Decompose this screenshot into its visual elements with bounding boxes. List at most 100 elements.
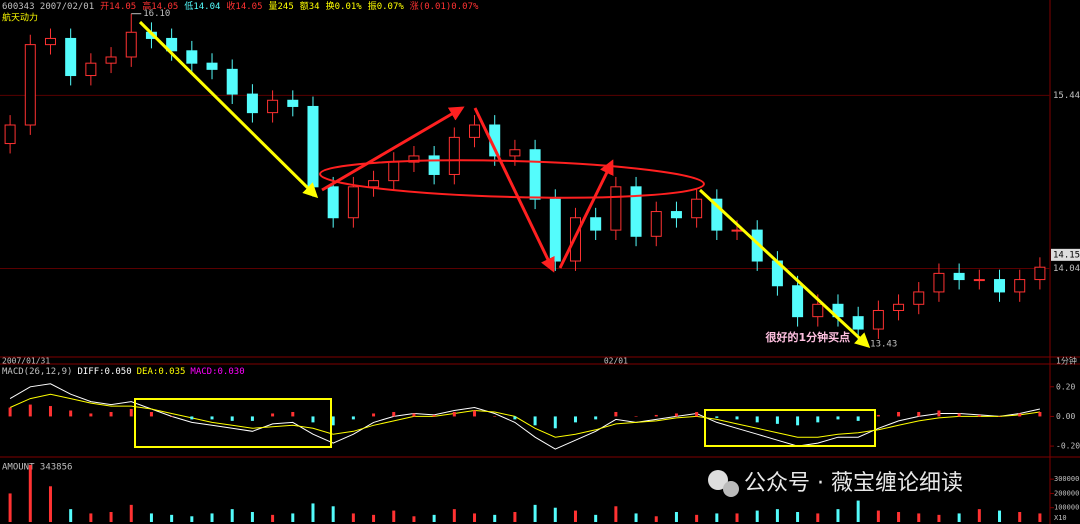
volume-bar <box>998 510 1002 522</box>
candle-body <box>65 37 77 77</box>
macd-bar <box>1018 413 1022 417</box>
legend-entry: DIFF:0.050 <box>77 367 131 377</box>
y-tick-label: 100000 <box>1054 504 1079 512</box>
volume-bar <box>715 513 719 522</box>
macd-bar <box>533 416 537 426</box>
candle-body <box>731 229 743 232</box>
macd-line <box>9 393 1040 438</box>
candle-body <box>166 37 178 52</box>
volume-bar <box>816 513 820 522</box>
quote-field: 量245 <box>269 1 294 12</box>
volume-bar <box>129 504 133 522</box>
volume-bar <box>695 514 699 522</box>
watermark: 公众号 · 薇宝缠论细读 <box>708 470 963 497</box>
macd-bar <box>796 416 800 426</box>
candle-body <box>186 50 198 64</box>
volume-bar <box>1018 512 1022 522</box>
candle-body <box>509 149 521 157</box>
macd-bar <box>816 416 820 423</box>
macd-bar <box>452 411 456 417</box>
macd-bar <box>493 416 497 417</box>
candle-body <box>852 316 864 330</box>
macd-bar <box>897 411 901 417</box>
trend-arrow <box>138 20 319 199</box>
macd-bar <box>372 413 376 417</box>
volume-bar <box>452 509 456 522</box>
volume-bar <box>1038 513 1042 522</box>
macd-bar <box>190 416 194 420</box>
quote-field: 开14.05 <box>100 1 136 12</box>
macd-bar <box>473 410 477 417</box>
volume-bar <box>291 513 295 522</box>
candle-body <box>670 211 682 219</box>
volume-bar <box>109 512 113 522</box>
volume-bar <box>594 514 598 522</box>
macd-bar <box>755 416 759 423</box>
candle-body <box>24 44 36 126</box>
volume-bar <box>836 509 840 522</box>
price-tag: 14.15 <box>1053 250 1080 260</box>
extreme-label: 13.43 <box>870 339 897 349</box>
macd-bar <box>634 416 638 417</box>
macd-bar <box>513 416 517 420</box>
volume-bar <box>412 516 416 522</box>
volume-bar <box>8 493 12 522</box>
macd-bar <box>170 416 174 417</box>
quote-field: 低14.04 <box>184 0 220 12</box>
macd-bar <box>8 407 12 417</box>
highlight-box <box>704 409 876 447</box>
quote-field: 振0.07% <box>368 0 405 12</box>
macd-bar <box>351 416 355 420</box>
candle-body <box>913 291 925 305</box>
y-tick-label: -0.20 <box>1056 442 1080 451</box>
volume-bar <box>432 514 436 522</box>
candle-body <box>549 198 561 262</box>
volume-bar <box>170 514 174 522</box>
x-tick-label: 2007/01/31 <box>2 357 50 366</box>
legend-entry: DEA:0.035 <box>137 367 186 377</box>
volume-bar <box>271 514 275 522</box>
volume-bar <box>372 514 376 522</box>
macd-bar <box>48 406 52 417</box>
extreme-label: 16.10 <box>143 9 170 19</box>
macd-line <box>9 383 1041 450</box>
candle-body <box>529 149 541 200</box>
indicator-title: AMOUNT 343856 <box>2 463 72 473</box>
indicator-title: MACD(26,12,9) <box>2 367 72 377</box>
volume-bar <box>533 504 537 522</box>
volume-bar <box>755 510 759 522</box>
trend-arrow <box>698 188 871 349</box>
macd-bar <box>836 416 840 420</box>
volume-bar <box>473 513 477 522</box>
candle-body <box>650 211 662 237</box>
volume-bar <box>856 500 860 522</box>
candle-body <box>751 229 763 262</box>
volume-bar <box>876 510 880 522</box>
price-tag-bg <box>1051 248 1080 261</box>
highlight-box <box>134 398 332 448</box>
quote-field: 换0.01% <box>326 0 363 12</box>
volume-bar <box>28 464 32 522</box>
watermark-text: 公众号 · 薇宝缠论细读 <box>744 471 963 496</box>
annotation: 很好的1分钟买点 <box>765 330 851 344</box>
y-tick-label: 15.44 <box>1053 91 1080 101</box>
wechat-icon <box>708 470 728 490</box>
macd-bar <box>129 409 133 417</box>
candle-body <box>85 62 97 77</box>
macd-bar <box>998 416 1002 417</box>
macd-bar <box>210 416 214 420</box>
volume-bar <box>210 513 214 522</box>
macd-bar <box>412 413 416 417</box>
candle-body <box>994 279 1006 293</box>
volume-bar <box>674 512 678 522</box>
y-tick-label: 0.20 <box>1056 382 1075 391</box>
trend-arrow <box>558 159 614 269</box>
period-label: 1分钟 <box>1056 356 1077 366</box>
candle-body <box>408 155 420 163</box>
candle-body <box>792 285 804 318</box>
y-tick-label: 14.04 <box>1053 264 1080 274</box>
macd-bar <box>89 413 93 417</box>
candle-body <box>448 136 460 175</box>
candle-body <box>267 99 279 114</box>
